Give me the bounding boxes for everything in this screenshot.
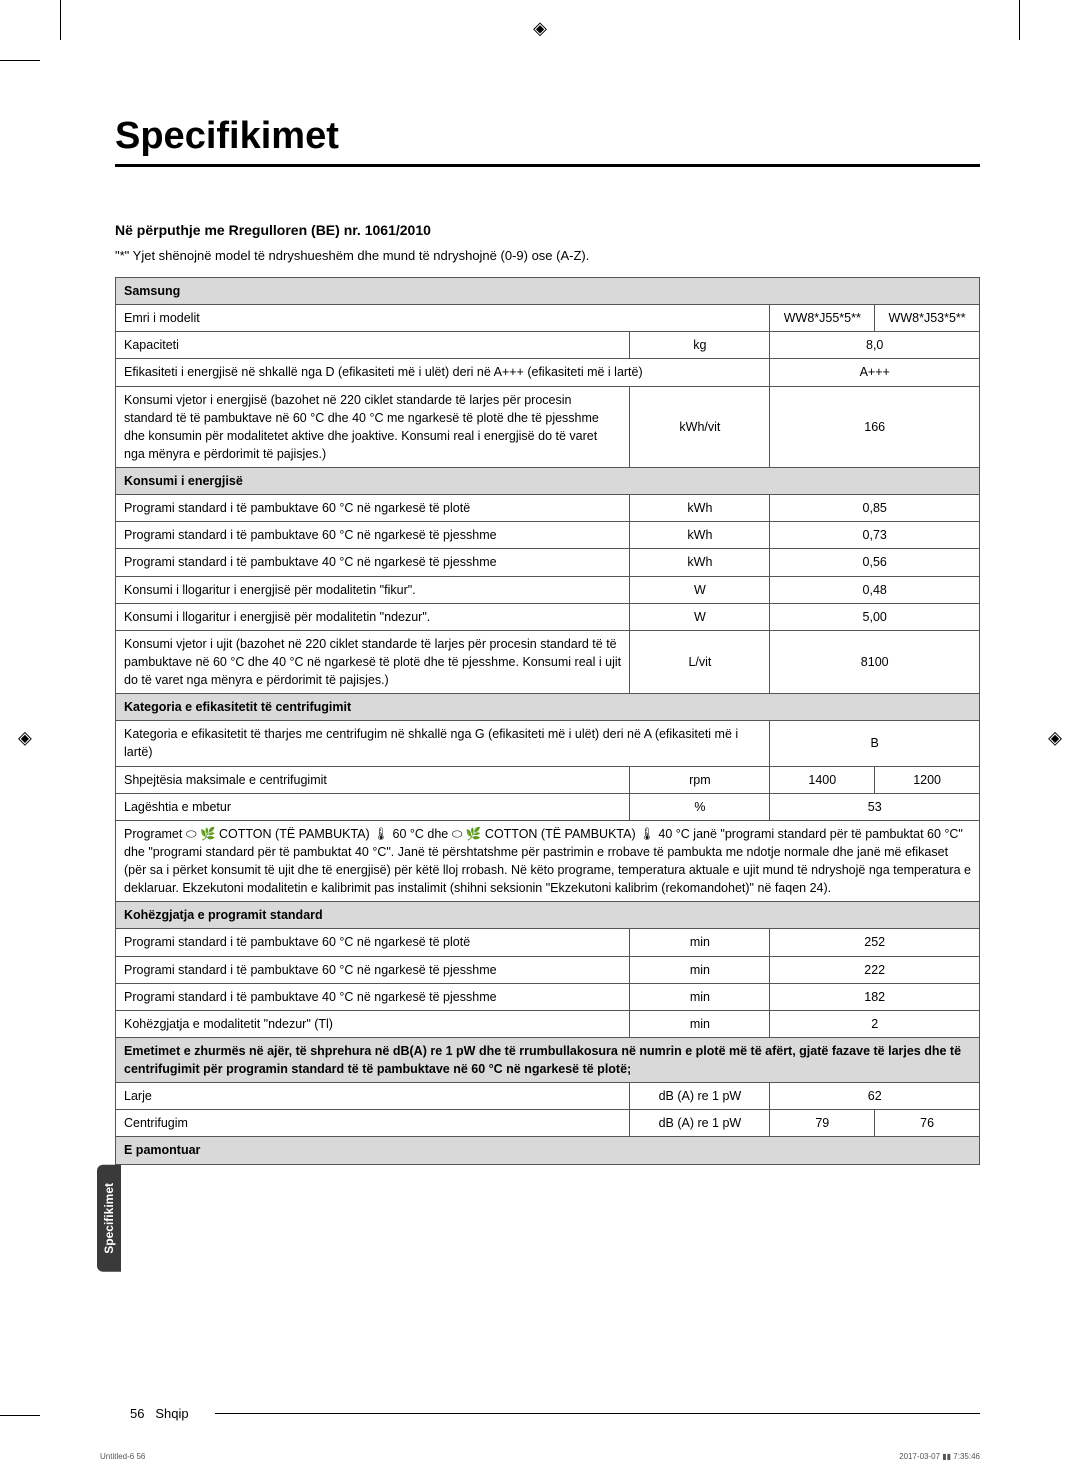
model-2: WW8*J53*5** xyxy=(875,305,980,332)
spin-speed-v2: 1200 xyxy=(875,766,980,793)
on-value: 5,00 xyxy=(770,603,980,630)
wash-label: Larje xyxy=(116,1083,630,1110)
e40part-value: 0,56 xyxy=(770,549,980,576)
spin-speed-v1: 1400 xyxy=(770,766,875,793)
capacity-label: Kapaciteti xyxy=(116,332,630,359)
moisture-value: 53 xyxy=(770,793,980,820)
e60full-unit: kWh xyxy=(630,495,770,522)
e40part-unit: kWh xyxy=(630,549,770,576)
duration-section: Kohëzgjatja e programit standard xyxy=(116,902,980,929)
capacity-unit: kg xyxy=(630,332,770,359)
d60part-value: 222 xyxy=(770,956,980,983)
leftonmode-value: 2 xyxy=(770,1010,980,1037)
capacity-value: 8,0 xyxy=(770,332,980,359)
print-meta-right: 2017-03-07 ▮▮ 7:35:46 xyxy=(899,1452,980,1461)
annual-energy-unit: kWh/vit xyxy=(630,386,770,468)
e40part-label: Programi standard i të pambuktave 40 °C … xyxy=(116,549,630,576)
asterisk-note: "*" Yjet shënojnë model të ndryshueshëm … xyxy=(115,248,980,263)
spin-noise-v1: 79 xyxy=(770,1110,875,1137)
spin-class-label: Kategoria e efikasitetit të tharjes me c… xyxy=(116,721,770,766)
off-unit: W xyxy=(630,576,770,603)
spin-section: Kategoria e efikasitetit të centrifugimi… xyxy=(116,694,980,721)
off-value: 0,48 xyxy=(770,576,980,603)
water-value: 8100 xyxy=(770,630,980,693)
page-number: 56 xyxy=(130,1406,144,1421)
regulation-bold: Në përputhje me Rregulloren (BE) nr. xyxy=(115,222,361,238)
d60full-value: 252 xyxy=(770,929,980,956)
page-content: Specifikimet Në përputhje me Rregulloren… xyxy=(0,0,1080,1205)
crop-mark-left: ◈ xyxy=(18,728,32,749)
on-unit: W xyxy=(630,603,770,630)
efficiency-value: A+++ xyxy=(770,359,980,386)
spin-noise-label: Centrifugim xyxy=(116,1110,630,1137)
crop-mark-top: ◈ xyxy=(533,18,547,39)
spin-noise-unit: dB (A) re 1 pW xyxy=(630,1110,770,1137)
annual-energy-value: 166 xyxy=(770,386,980,468)
moisture-unit: % xyxy=(630,793,770,820)
programs-note: Programet ⬭ 🌿 COTTON (TË PAMBUKTA) 🌡 60 … xyxy=(116,820,980,902)
e60part-label: Programi standard i të pambuktave 60 °C … xyxy=(116,522,630,549)
leftonmode-label: Kohëzgjatja e modalitetit "ndezur" (Tl) xyxy=(116,1010,630,1037)
brand-cell: Samsung xyxy=(116,278,980,305)
d60full-unit: min xyxy=(630,929,770,956)
crop-mark-right: ◈ xyxy=(1048,728,1062,749)
print-meta-left: Untitled-6 56 xyxy=(100,1452,145,1461)
spin-noise-v2: 76 xyxy=(875,1110,980,1137)
e60part-value: 0,73 xyxy=(770,522,980,549)
energy-section: Konsumi i energjisë xyxy=(116,468,980,495)
noise-header: Emetimet e zhurmës në ajër, të shprehura… xyxy=(116,1037,980,1082)
wash-value: 62 xyxy=(770,1083,980,1110)
side-tab: Specifikimet xyxy=(97,1165,121,1272)
regulation-number: 1061/2010 xyxy=(361,222,431,238)
annual-energy-label: Konsumi vjetor i energjisë (bazohet në 2… xyxy=(116,386,630,468)
d40part-unit: min xyxy=(630,983,770,1010)
e60full-value: 0,85 xyxy=(770,495,980,522)
footer-rule xyxy=(215,1413,980,1414)
title-underline xyxy=(115,164,980,167)
d60part-label: Programi standard i të pambuktave 60 °C … xyxy=(116,956,630,983)
leftonmode-unit: min xyxy=(630,1010,770,1037)
footer-language: Shqip xyxy=(155,1406,188,1421)
e60full-label: Programi standard i të pambuktave 60 °C … xyxy=(116,495,630,522)
spec-table: Samsung Emri i modelit WW8*J55*5** WW8*J… xyxy=(115,277,980,1165)
page-title: Specifikimet xyxy=(115,115,980,158)
d60full-label: Programi standard i të pambuktave 60 °C … xyxy=(116,929,630,956)
d40part-value: 182 xyxy=(770,983,980,1010)
regulation-heading: Në përputhje me Rregulloren (BE) nr. 106… xyxy=(115,222,980,238)
off-label: Konsumi i llogaritur i energjisë për mod… xyxy=(116,576,630,603)
footer: 56 Shqip xyxy=(130,1406,189,1421)
spin-speed-label: Shpejtësia maksimale e centrifugimit xyxy=(116,766,630,793)
e60part-unit: kWh xyxy=(630,522,770,549)
water-label: Konsumi vjetor i ujit (bazohet në 220 ci… xyxy=(116,630,630,693)
d60part-unit: min xyxy=(630,956,770,983)
water-unit: L/vit xyxy=(630,630,770,693)
model-label: Emri i modelit xyxy=(116,305,770,332)
spin-class-value: B xyxy=(770,721,980,766)
on-label: Konsumi i llogaritur i energjisë për mod… xyxy=(116,603,630,630)
model-1: WW8*J55*5** xyxy=(770,305,875,332)
efficiency-label: Efikasiteti i energjisë në shkallë nga D… xyxy=(116,359,770,386)
d40part-label: Programi standard i të pambuktave 40 °C … xyxy=(116,983,630,1010)
wash-unit: dB (A) re 1 pW xyxy=(630,1083,770,1110)
moisture-label: Lagështia e mbetur xyxy=(116,793,630,820)
spin-speed-unit: rpm xyxy=(630,766,770,793)
freestanding-row: E pamontuar xyxy=(116,1137,980,1164)
